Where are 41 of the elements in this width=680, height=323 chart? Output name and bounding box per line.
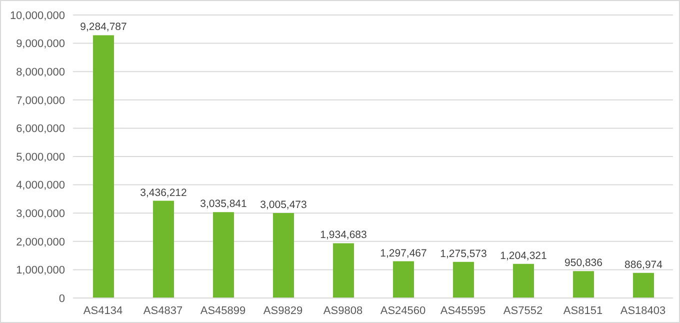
y-tick-label: 4,000,000: [16, 180, 65, 192]
y-tick-label: 5,000,000: [16, 151, 65, 164]
x-tick-label: AS45595: [440, 304, 486, 317]
data-label: 1,297,467: [380, 247, 428, 260]
bar: [453, 262, 474, 298]
bar: [513, 264, 534, 298]
data-label: 1,204,321: [500, 250, 548, 262]
data-label: 3,436,212: [140, 186, 188, 199]
bar: [633, 272, 654, 298]
x-tick-label: AS9808: [323, 304, 363, 317]
data-label: 3,035,841: [200, 198, 248, 210]
data-label: 886,974: [624, 258, 663, 271]
y-tick-label: 8,000,000: [16, 66, 65, 79]
bar: [393, 261, 414, 298]
x-tick-label: AS4134: [83, 304, 123, 317]
data-label: 1,934,683: [320, 229, 368, 242]
bar: [153, 200, 174, 298]
x-tick-label: AS8151: [563, 304, 603, 317]
x-tick-label: AS9829: [263, 304, 303, 317]
bar: [93, 35, 114, 298]
x-tick-label: AS18403: [620, 304, 666, 317]
y-tick-label: 6,000,000: [16, 123, 65, 136]
x-tick-label: AS45899: [200, 304, 246, 317]
bar: [273, 212, 294, 298]
data-label: 3,005,473: [260, 198, 308, 211]
y-tick-label: 7,000,000: [16, 94, 65, 107]
x-tick-label: AS4837: [143, 304, 183, 317]
bar: [213, 212, 234, 298]
bar: [573, 271, 594, 298]
y-tick-label: 0: [58, 292, 65, 305]
data-label: 1,275,573: [440, 248, 488, 260]
data-label: 9,284,787: [80, 21, 128, 34]
y-tick-label: 2,000,000: [16, 236, 65, 248]
x-tick-label: AS7552: [503, 304, 543, 317]
y-tick-label: 9,000,000: [16, 38, 65, 50]
y-tick-label: 1,000,000: [16, 264, 65, 277]
y-tick-label: 3,000,000: [16, 208, 65, 220]
y-tick-label: 10,000,000: [10, 10, 65, 22]
x-tick-label: AS24560: [380, 304, 426, 317]
bar: [333, 243, 354, 298]
data-label: 950,836: [564, 257, 603, 270]
